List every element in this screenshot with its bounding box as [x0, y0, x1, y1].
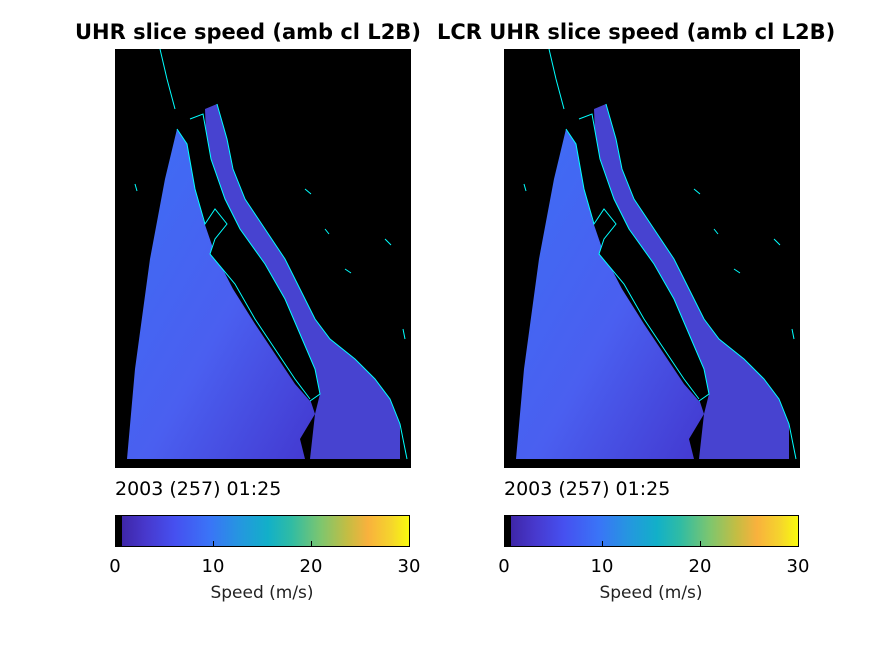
left-map-image [127, 49, 408, 460]
right-tick-label-10: 10 [590, 556, 614, 577]
right-panel: LCR UHR slice speed (amb cl L2B) 2003 (2… [0, 0, 835, 663]
right-colorbar [504, 515, 799, 547]
right-tick-label-20: 20 [688, 556, 712, 577]
left-tick-label-0: 0 [109, 556, 121, 577]
left-panel-title: UHR slice speed (amb cl L2B) [75, 20, 421, 44]
right-tickmark-30 [798, 541, 799, 547]
left-panel: UHR slice speed (amb cl L2B) 2003 (257) … [0, 0, 440, 663]
left-colorbar-label: Speed (m/s) [210, 583, 314, 603]
left-tickmark-20 [311, 541, 312, 547]
pacific-swath [516, 129, 704, 459]
gulf-swath [205, 104, 400, 459]
left-tickmark-0 [115, 541, 116, 547]
right-map-image [516, 49, 797, 460]
left-timestamp: 2003 (257) 01:25 [115, 478, 282, 500]
right-tick-label-30: 30 [786, 556, 810, 577]
left-speed-map [115, 49, 411, 468]
right-panel-title: LCR UHR slice speed (amb cl L2B) [437, 20, 836, 44]
left-tickmark-30 [409, 541, 410, 547]
coast-fragment [523, 183, 795, 340]
right-tickmark-10 [602, 541, 603, 547]
baja-peninsula [190, 114, 320, 401]
pacific-swath [127, 129, 315, 459]
left-tick-label-20: 20 [299, 556, 323, 577]
left-tick-label-10: 10 [201, 556, 225, 577]
left-tickmark-10 [213, 541, 214, 547]
right-timestamp: 2003 (257) 01:25 [504, 478, 671, 500]
right-speed-map [504, 49, 800, 468]
baja-peninsula [579, 114, 709, 401]
left-colorbar [115, 515, 410, 547]
coastline [159, 49, 408, 460]
right-tick-label-0: 0 [498, 556, 510, 577]
coastline [548, 49, 797, 460]
left-tick-label-30: 30 [397, 556, 421, 577]
coast-fragment [134, 183, 406, 340]
gulf-swath [594, 104, 789, 459]
right-tickmark-20 [700, 541, 701, 547]
right-colorbar-label: Speed (m/s) [599, 583, 703, 603]
right-tickmark-0 [504, 541, 505, 547]
